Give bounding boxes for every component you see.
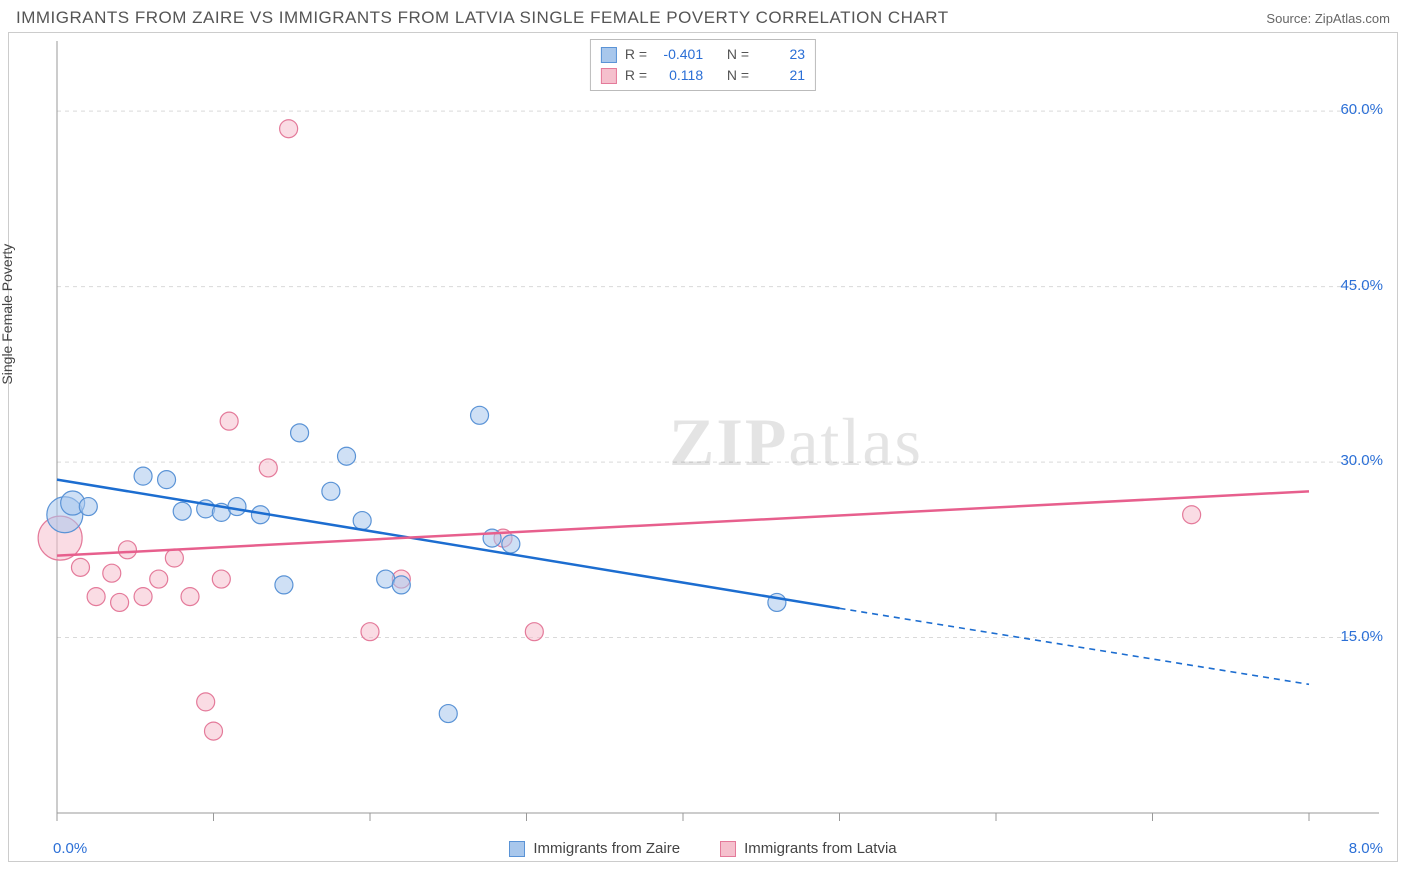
n-label-b: N =: [727, 65, 749, 86]
r-label-b: R =: [625, 65, 647, 86]
y-tick-15: 15.0%: [1340, 628, 1383, 645]
n-value-b: 21: [757, 65, 805, 86]
swatch-a-icon: [601, 47, 617, 63]
swatch-a-icon: [509, 841, 525, 857]
swatch-b-icon: [720, 841, 736, 857]
legend-item-b[interactable]: Immigrants from Latvia: [720, 840, 897, 857]
swatch-b-icon: [601, 68, 617, 84]
chart-title: IMMIGRANTS FROM ZAIRE VS IMMIGRANTS FROM…: [16, 8, 949, 28]
y-tick-60: 60.0%: [1340, 101, 1383, 118]
legend-stats: R = -0.401 N = 23 R = 0.118 N = 21: [590, 39, 816, 91]
y-tick-30: 30.0%: [1340, 452, 1383, 469]
source-label: Source: ZipAtlas.com: [1266, 11, 1390, 26]
legend-label-b: Immigrants from Latvia: [744, 840, 897, 857]
r-label-a: R =: [625, 44, 647, 65]
legend-label-a: Immigrants from Zaire: [533, 840, 680, 857]
n-value-a: 23: [757, 44, 805, 65]
y-axis-label: Single Female Poverty: [0, 244, 15, 385]
legend-stats-row-b: R = 0.118 N = 21: [601, 65, 805, 86]
n-label-a: N =: [727, 44, 749, 65]
r-value-b: 0.118: [655, 65, 703, 86]
legend-stats-row-a: R = -0.401 N = 23: [601, 44, 805, 65]
legend-series: Immigrants from Zaire Immigrants from La…: [9, 840, 1397, 857]
source-prefix: Source:: [1266, 11, 1311, 26]
r-value-a: -0.401: [655, 44, 703, 65]
legend-item-a[interactable]: Immigrants from Zaire: [509, 840, 680, 857]
x-tick-0: 0.0%: [53, 840, 87, 857]
source-link[interactable]: ZipAtlas.com: [1315, 11, 1390, 26]
y-tick-45: 45.0%: [1340, 277, 1383, 294]
chart-container: Single Female Poverty ZIPatlas R = -0.40…: [8, 32, 1398, 862]
scatter-chart: [9, 33, 1399, 863]
x-tick-8: 8.0%: [1349, 840, 1383, 857]
